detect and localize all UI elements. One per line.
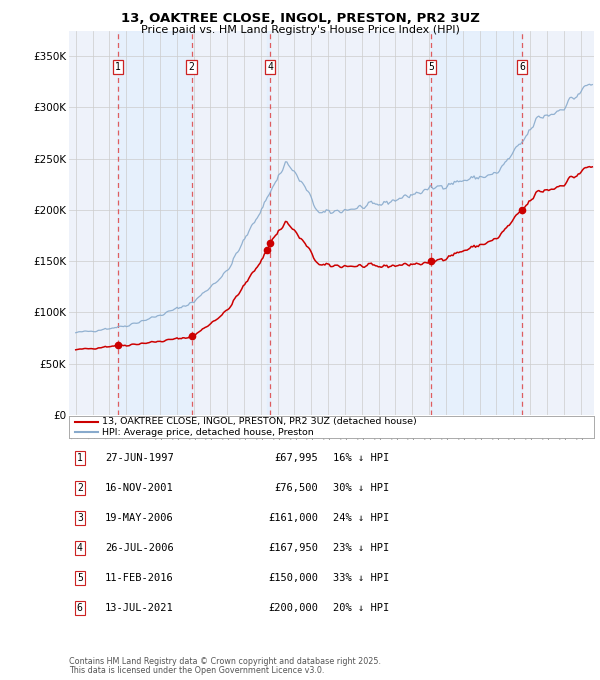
- Text: 1: 1: [77, 454, 83, 463]
- Text: Contains HM Land Registry data © Crown copyright and database right 2025.: Contains HM Land Registry data © Crown c…: [69, 658, 381, 666]
- Text: 16-NOV-2001: 16-NOV-2001: [105, 483, 174, 493]
- Text: 13, OAKTREE CLOSE, INGOL, PRESTON, PR2 3UZ: 13, OAKTREE CLOSE, INGOL, PRESTON, PR2 3…: [121, 12, 479, 25]
- Text: 13, OAKTREE CLOSE, INGOL, PRESTON, PR2 3UZ (detached house): 13, OAKTREE CLOSE, INGOL, PRESTON, PR2 3…: [101, 418, 416, 426]
- Text: £76,500: £76,500: [274, 483, 318, 493]
- Text: 3: 3: [77, 513, 83, 523]
- Text: £200,000: £200,000: [268, 603, 318, 613]
- Text: 2: 2: [77, 483, 83, 493]
- Bar: [267, 31, 270, 415]
- Text: 30% ↓ HPI: 30% ↓ HPI: [333, 483, 389, 493]
- Text: £67,995: £67,995: [274, 454, 318, 463]
- Text: 4: 4: [77, 543, 83, 553]
- Text: 5: 5: [77, 573, 83, 583]
- Text: 23% ↓ HPI: 23% ↓ HPI: [333, 543, 389, 553]
- Text: 5: 5: [428, 62, 434, 72]
- Text: 11-FEB-2016: 11-FEB-2016: [105, 573, 174, 583]
- Text: 19-MAY-2006: 19-MAY-2006: [105, 513, 174, 523]
- Text: 6: 6: [519, 62, 525, 72]
- Text: 2: 2: [188, 62, 194, 72]
- Text: £150,000: £150,000: [268, 573, 318, 583]
- Bar: [431, 31, 522, 415]
- Text: 26-JUL-2006: 26-JUL-2006: [105, 543, 174, 553]
- Text: £161,000: £161,000: [268, 513, 318, 523]
- Text: 6: 6: [77, 603, 83, 613]
- Text: £167,950: £167,950: [268, 543, 318, 553]
- Text: 4: 4: [268, 62, 273, 72]
- Bar: [118, 31, 191, 415]
- Text: 24% ↓ HPI: 24% ↓ HPI: [333, 513, 389, 523]
- Text: 13-JUL-2021: 13-JUL-2021: [105, 603, 174, 613]
- Text: 33% ↓ HPI: 33% ↓ HPI: [333, 573, 389, 583]
- Text: HPI: Average price, detached house, Preston: HPI: Average price, detached house, Pres…: [101, 428, 313, 437]
- Text: This data is licensed under the Open Government Licence v3.0.: This data is licensed under the Open Gov…: [69, 666, 325, 675]
- Text: 20% ↓ HPI: 20% ↓ HPI: [333, 603, 389, 613]
- Text: 1: 1: [115, 62, 121, 72]
- Text: Price paid vs. HM Land Registry's House Price Index (HPI): Price paid vs. HM Land Registry's House …: [140, 25, 460, 35]
- Text: 27-JUN-1997: 27-JUN-1997: [105, 454, 174, 463]
- Text: 16% ↓ HPI: 16% ↓ HPI: [333, 454, 389, 463]
